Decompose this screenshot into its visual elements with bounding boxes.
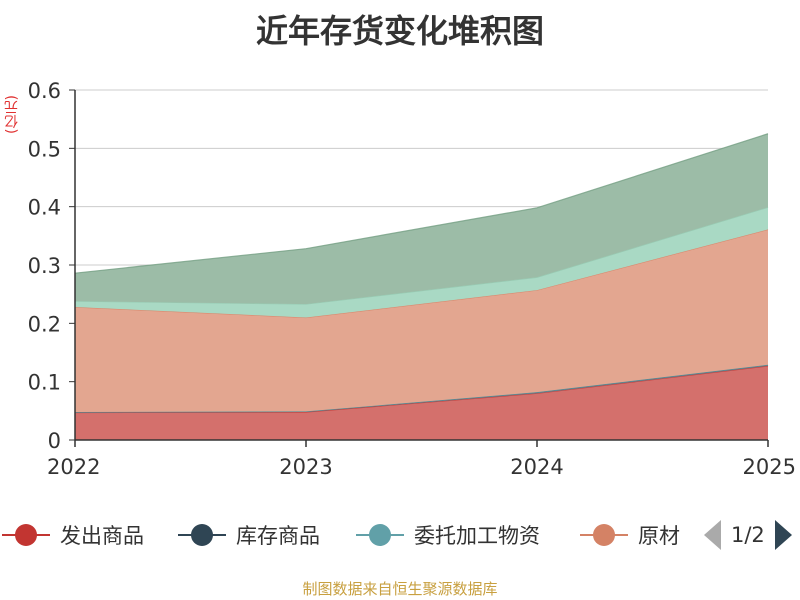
y-tick-label: 0.5 <box>28 137 61 161</box>
legend-next-page-icon[interactable] <box>774 520 792 550</box>
y-tick-label: 0 <box>48 429 61 453</box>
area-edge-line-2 <box>74 364 769 413</box>
legend-marker-icon <box>2 515 50 555</box>
legend-item[interactable]: 委托加工物资 <box>356 515 540 555</box>
legend-item[interactable]: 库存商品 <box>178 515 320 555</box>
area-series-group <box>74 133 769 440</box>
x-tick-label: 2024 <box>510 455 563 479</box>
y-tick-label: 0.1 <box>28 371 61 395</box>
legend-label: 委托加工物资 <box>414 524 540 548</box>
legend-pager: 1/2 <box>704 515 792 555</box>
legend-marker-icon <box>178 515 226 555</box>
legend-item[interactable]: 发出商品 <box>2 515 144 555</box>
legend-marker-icon <box>356 515 404 555</box>
area-series-5 <box>75 133 768 305</box>
y-tick-label: 0.2 <box>28 312 61 336</box>
axes: 0 0.1 0.2 0.3 0.4 0.5 0.6 2022 2023 2024 2025 <box>28 79 796 479</box>
x-tick-label: 2025 <box>743 455 796 479</box>
legend: 发出商品 库存商品 委托加工物资 原材 <box>0 515 800 555</box>
legend-label: 发出商品 <box>60 524 144 548</box>
legend-marker-icon <box>580 515 628 555</box>
area-series-4 <box>75 207 768 318</box>
x-tick-label: 2023 <box>279 455 332 479</box>
area-edge-line-5 <box>74 133 769 274</box>
chart-title: 近年存货变化堆积图 <box>255 12 544 50</box>
stacked-area-chart: 0 0.1 0.2 0.3 0.4 0.5 0.6 2022 2023 2024 2025 <box>28 79 796 479</box>
legend-item[interactable]: 原材 <box>580 515 680 555</box>
y-tick-label: 0.4 <box>28 196 61 220</box>
y-tick-label: 0.6 <box>28 79 61 103</box>
legend-prev-page-icon[interactable] <box>704 520 721 550</box>
y-tick-label: 0.3 <box>28 254 61 278</box>
legend-label: 库存商品 <box>236 524 320 548</box>
legend-page-indicator: 1/2 <box>731 523 765 547</box>
x-tick-label: 2022 <box>47 455 100 479</box>
legend-label: 原材 <box>638 524 680 548</box>
data-source-note: 制图数据来自恒生聚源数据库 <box>302 580 498 598</box>
